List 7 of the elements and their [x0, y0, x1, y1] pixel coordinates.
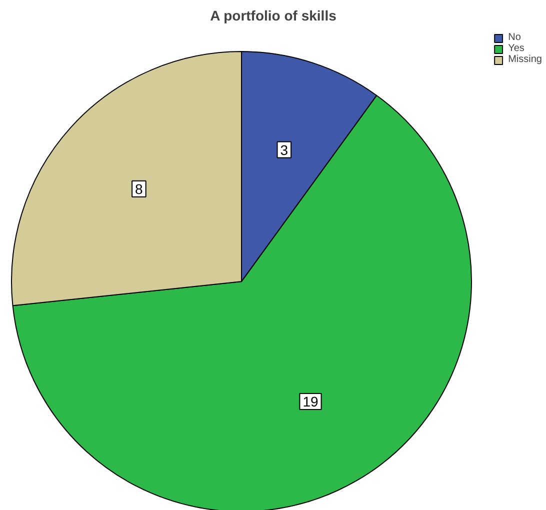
- legend-label: Missing: [508, 54, 542, 65]
- data-label: 19: [302, 394, 318, 410]
- chart-title: A portfolio of skills: [210, 8, 337, 24]
- data-label: 3: [280, 142, 288, 158]
- legend-label: No: [508, 32, 522, 43]
- legend-label: Yes: [508, 43, 526, 54]
- data-label: 8: [135, 180, 144, 197]
